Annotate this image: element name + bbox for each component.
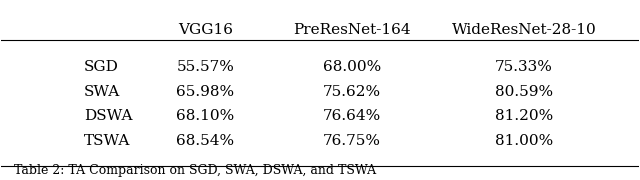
Text: 75.62%: 75.62% xyxy=(323,85,381,99)
Text: DSWA: DSWA xyxy=(84,109,132,123)
Text: 68.54%: 68.54% xyxy=(176,134,234,148)
Text: WideResNet-28-10: WideResNet-28-10 xyxy=(452,23,596,37)
Text: 81.00%: 81.00% xyxy=(495,134,553,148)
Text: VGG16: VGG16 xyxy=(178,23,233,37)
Text: 68.00%: 68.00% xyxy=(323,60,381,74)
Text: SWA: SWA xyxy=(84,85,120,99)
Text: PreResNet-164: PreResNet-164 xyxy=(293,23,411,37)
Text: 75.33%: 75.33% xyxy=(495,60,553,74)
Text: SGD: SGD xyxy=(84,60,119,74)
Text: 76.75%: 76.75% xyxy=(323,134,381,148)
Text: 81.20%: 81.20% xyxy=(495,109,553,123)
Text: Table 2: TA Comparison on SGD, SWA, DSWA, and TSWA: Table 2: TA Comparison on SGD, SWA, DSWA… xyxy=(14,164,376,177)
Text: 80.59%: 80.59% xyxy=(495,85,553,99)
Text: 76.64%: 76.64% xyxy=(323,109,381,123)
Text: 55.57%: 55.57% xyxy=(177,60,234,74)
Text: TSWA: TSWA xyxy=(84,134,131,148)
Text: 65.98%: 65.98% xyxy=(176,85,234,99)
Text: 68.10%: 68.10% xyxy=(176,109,234,123)
